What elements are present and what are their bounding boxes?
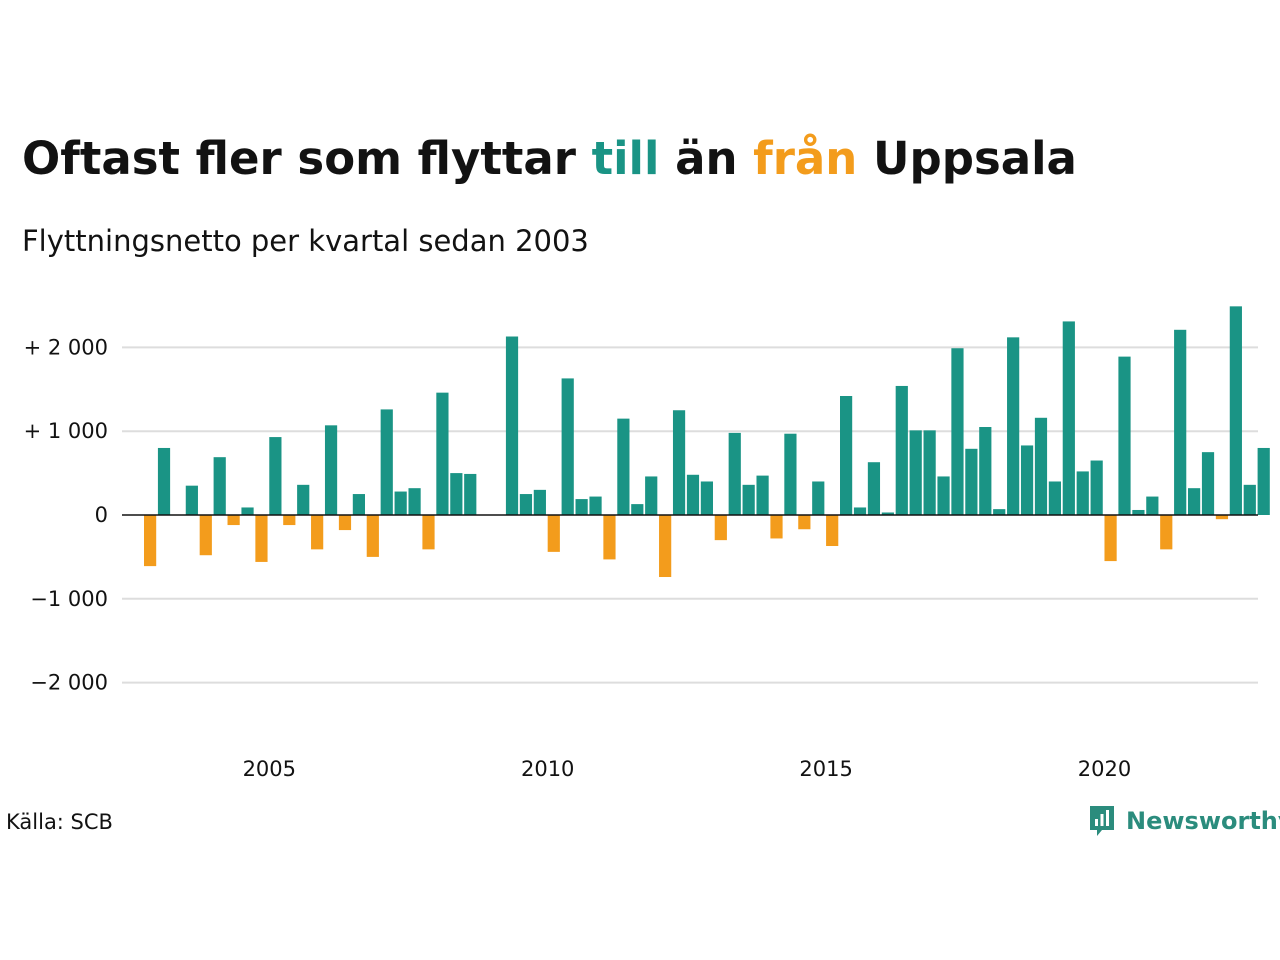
bar	[394, 491, 407, 515]
bar	[645, 476, 658, 515]
title-part-2: än	[659, 132, 754, 185]
bar	[798, 515, 811, 530]
bar	[631, 504, 644, 515]
bar	[241, 507, 254, 515]
bar	[547, 515, 560, 552]
bar	[408, 488, 421, 515]
y-tick-label: −1 000	[30, 587, 108, 611]
bar	[1243, 484, 1256, 515]
bar	[213, 457, 226, 515]
bar	[1048, 481, 1061, 515]
bar	[464, 473, 477, 515]
bar	[227, 515, 240, 526]
bar	[686, 474, 700, 515]
bar	[1020, 445, 1034, 515]
bar	[700, 481, 713, 515]
bar	[1007, 337, 1020, 515]
bar	[380, 409, 393, 515]
bar	[714, 515, 727, 541]
bar	[450, 473, 463, 515]
bar	[881, 512, 894, 515]
bar	[617, 418, 630, 515]
bar	[1174, 329, 1187, 515]
newsworthy-logo-icon	[1090, 806, 1114, 836]
bar	[255, 515, 268, 562]
bar	[784, 433, 797, 515]
bar	[422, 515, 435, 550]
bar	[909, 430, 922, 515]
bar	[1104, 515, 1117, 562]
bar	[505, 336, 519, 515]
bar	[812, 481, 825, 515]
bar	[867, 462, 881, 515]
y-tick-label: + 1 000	[24, 419, 108, 443]
bar	[1090, 460, 1103, 515]
bar	[311, 515, 324, 550]
bar	[366, 515, 379, 557]
bar	[157, 447, 171, 515]
title-highlight-fran: från	[753, 132, 858, 185]
bar	[1132, 509, 1145, 515]
bar	[1118, 356, 1131, 515]
bar	[575, 499, 588, 515]
bar	[1062, 321, 1075, 515]
newsworthy-logo: Newsworthy	[1088, 804, 1280, 838]
bar	[324, 425, 338, 515]
bar	[756, 475, 769, 515]
bar	[1188, 488, 1201, 515]
bar	[338, 515, 352, 531]
bar	[199, 515, 212, 556]
source-note: Källa: SCB	[6, 810, 113, 834]
bar	[1160, 515, 1173, 550]
bar	[1034, 417, 1048, 515]
bar	[923, 430, 936, 515]
chart-subtitle: Flyttningsnetto per kvartal sedan 2003	[22, 224, 589, 258]
title-part-3: Uppsala	[857, 132, 1077, 185]
bar	[826, 515, 839, 547]
y-tick-label: 0	[95, 503, 108, 527]
bar	[728, 432, 741, 515]
bar	[1215, 515, 1229, 520]
bar	[283, 515, 296, 526]
bar	[742, 484, 755, 515]
bar	[672, 410, 686, 515]
y-tick-label: + 2 000	[24, 335, 108, 359]
bar	[352, 494, 365, 515]
x-tick-label: 2015	[799, 757, 852, 781]
x-tick-label: 2020	[1078, 757, 1131, 781]
y-tick-label: −2 000	[30, 671, 108, 695]
bar	[951, 348, 964, 515]
bar	[1146, 496, 1159, 515]
bar	[269, 437, 282, 515]
x-tick-label: 2010	[521, 757, 574, 781]
bar	[659, 515, 672, 578]
bar	[144, 515, 157, 567]
bar	[603, 515, 616, 560]
bar	[185, 485, 198, 515]
bar	[965, 448, 978, 515]
bar	[1076, 471, 1089, 515]
bar	[297, 484, 310, 515]
title-highlight-till: till	[591, 132, 660, 185]
bar	[993, 509, 1006, 515]
bar	[979, 427, 992, 515]
bar	[436, 392, 449, 515]
bar	[1257, 447, 1270, 515]
bar-chart: + 2 000 + 1 000 0 −1 000 −2 000 2005 2010 2015 2…	[24, 306, 1270, 781]
bar	[840, 396, 853, 515]
title-part-1: Oftast fler som flyttar	[22, 132, 592, 185]
bar	[561, 378, 574, 515]
bar	[853, 507, 867, 515]
bar	[589, 496, 602, 515]
newsworthy-logo-text: Newsworthy	[1126, 807, 1280, 835]
bar	[1229, 306, 1242, 515]
x-tick-label: 2005	[243, 757, 296, 781]
bar	[1201, 452, 1215, 515]
bar	[519, 494, 533, 515]
bar	[895, 385, 908, 515]
chart-title: Oftast fler som flyttar till än från Upp…	[22, 132, 1077, 185]
bar	[937, 476, 950, 515]
bar	[533, 489, 546, 515]
bar	[770, 515, 783, 539]
